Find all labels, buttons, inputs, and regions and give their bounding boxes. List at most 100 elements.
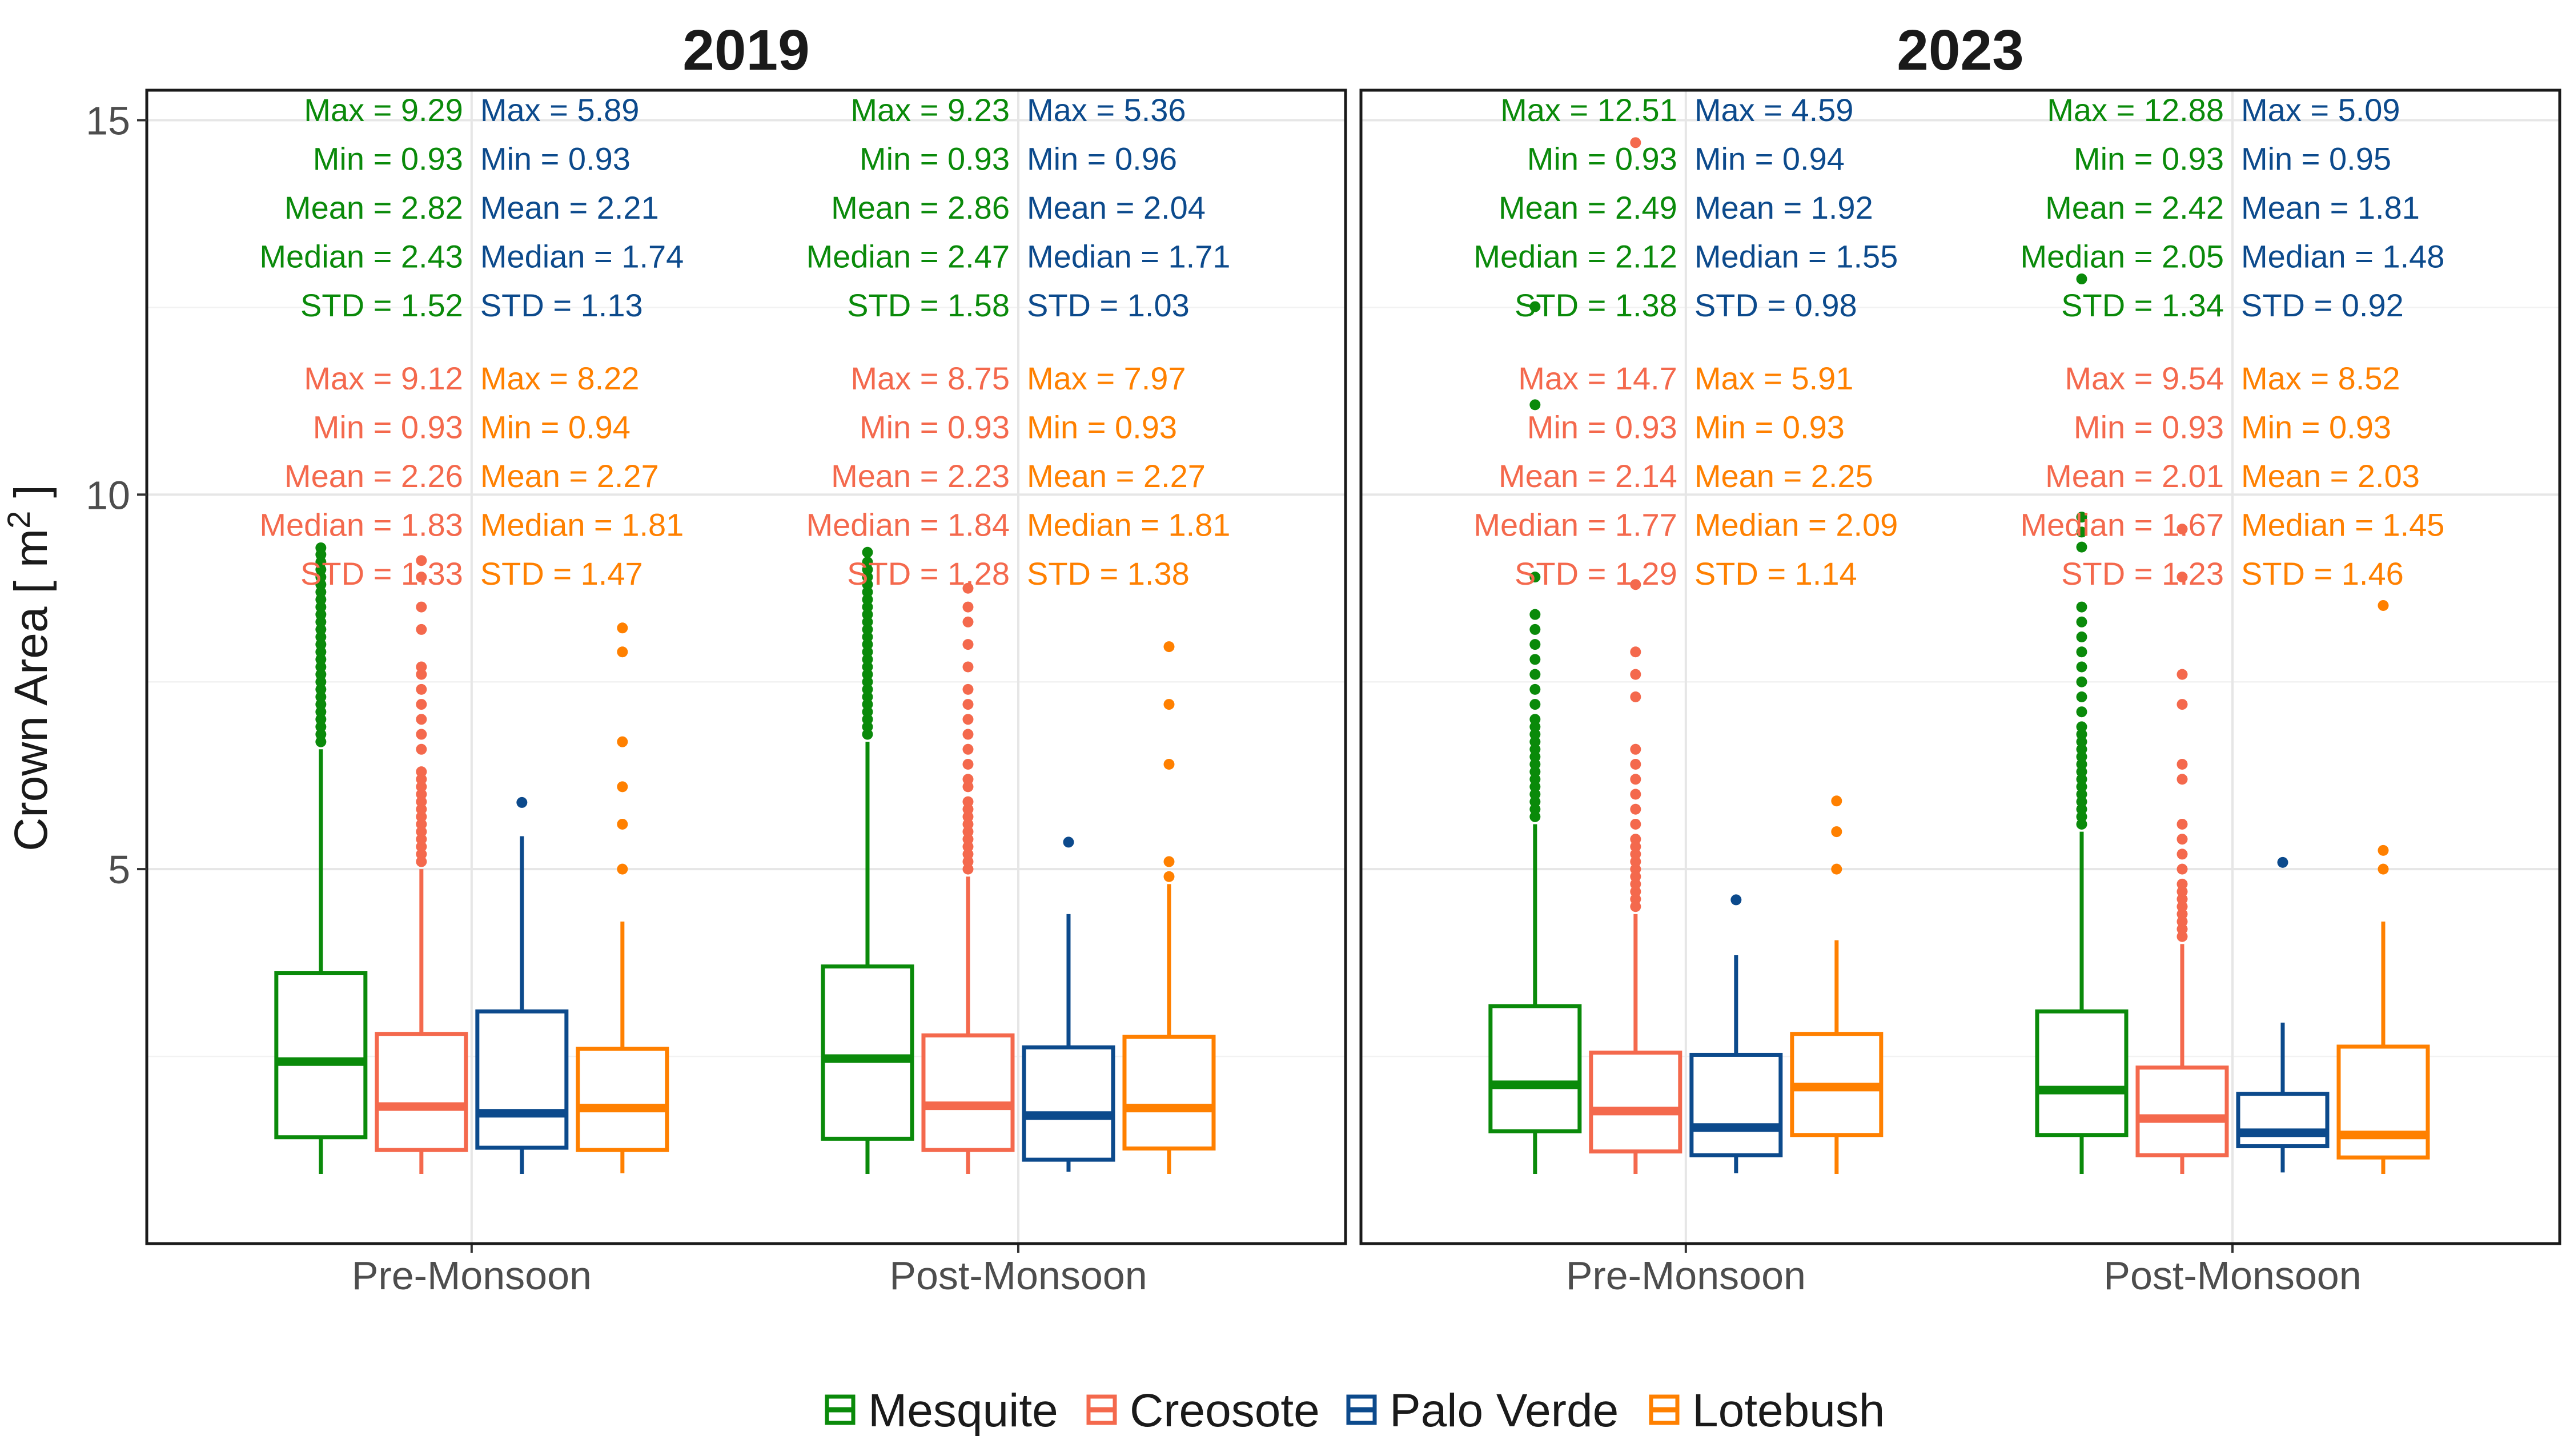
outlier-point <box>862 586 873 598</box>
legend-key-palo-verde: Palo Verde <box>1346 1385 1619 1437</box>
outlier-point <box>416 699 427 710</box>
stat-label-mean: Mean = 2.27 <box>480 458 659 494</box>
stat-label-min: Min = 0.93 <box>2074 409 2224 445</box>
stat-label-min: Min = 0.93 <box>1027 409 1177 445</box>
stat-label-max: Max = 7.97 <box>1027 360 1186 396</box>
outlier-point <box>416 789 427 800</box>
outlier-point <box>862 654 873 665</box>
outlier-point <box>1529 781 1541 793</box>
stat-label-mean: Mean = 2.21 <box>480 190 659 226</box>
box-lotebush <box>1122 641 1216 1175</box>
outlier-point <box>416 826 427 838</box>
outlier-point <box>315 624 327 635</box>
outlier-point <box>1831 795 1842 807</box>
stat-label-max: Max = 8.22 <box>480 360 640 396</box>
stat-label-std: STD = 1.33 <box>300 556 463 592</box>
outlier-point <box>1630 878 1641 890</box>
outlier-point <box>862 601 873 613</box>
outlier-point <box>2076 541 2087 553</box>
outlier-point <box>1529 714 1541 725</box>
outlier-point <box>1630 743 1641 755</box>
outlier-point <box>862 699 873 710</box>
outlier-point <box>315 616 327 628</box>
stat-label-min: Min = 0.94 <box>1694 141 1845 177</box>
box-creosote <box>921 582 1015 1175</box>
outlier-point <box>2076 789 2087 800</box>
outlier-point <box>1529 766 1541 778</box>
outlier-point <box>2177 524 2188 535</box>
outlier-point <box>416 661 427 673</box>
box-mesquite <box>274 542 368 1175</box>
outlier-point <box>862 546 873 558</box>
outlier-point <box>1529 609 1541 620</box>
outlier-point <box>2076 646 2087 658</box>
outlier-point <box>1730 894 1742 906</box>
outlier-point <box>1630 789 1641 800</box>
outlier-point <box>1529 669 1541 680</box>
outlier-point <box>1630 894 1641 905</box>
outlier-point <box>617 818 628 830</box>
iqr-box <box>375 1032 468 1152</box>
outlier-point <box>1063 836 1074 848</box>
outlier-point <box>416 781 427 793</box>
stat-label-std: STD = 1.38 <box>1515 287 1677 323</box>
outlier-point <box>2076 512 2087 523</box>
outlier-point <box>416 766 427 778</box>
legend-key-creosote: Creosote <box>1086 1385 1320 1437</box>
outlier-point <box>1831 863 1842 875</box>
outlier-point <box>1630 863 1641 875</box>
iqr-box <box>821 964 914 1141</box>
outlier-point <box>862 579 873 590</box>
outlier-point <box>315 579 327 590</box>
iqr-box <box>1488 1004 1582 1133</box>
outlier-point <box>862 661 873 673</box>
outlier-point <box>2177 878 2188 890</box>
outlier-point <box>1630 886 1641 898</box>
outlier-point <box>1529 774 1541 785</box>
stat-label-median: Median = 1.77 <box>1473 507 1677 543</box>
legend-key-lotebush: Lotebush <box>1649 1385 1885 1437</box>
stat-label-median: Median = 1.74 <box>480 239 684 275</box>
stat-label-std: STD = 1.03 <box>1027 287 1190 323</box>
iqr-box <box>1122 1035 1216 1151</box>
stat-label-min: Min = 0.93 <box>860 409 1010 445</box>
stat-label-max: Max = 9.54 <box>2065 360 2224 396</box>
outlier-point <box>962 639 974 650</box>
legend-label: Creosote <box>1130 1385 1320 1437</box>
outlier-point <box>315 683 327 695</box>
stat-label-min: Min = 0.95 <box>2241 141 2391 177</box>
outlier-point <box>2076 736 2087 747</box>
stat-label-median: Median = 2.47 <box>806 239 1009 275</box>
outlier-point <box>962 729 974 740</box>
outlier-point <box>1529 721 1541 733</box>
outlier-point <box>1630 848 1641 860</box>
outlier-point <box>1630 871 1641 882</box>
outlier-point <box>315 542 327 553</box>
outlier-point <box>962 774 974 785</box>
outlier-point <box>1529 751 1541 762</box>
stat-label-mean: Mean = 2.25 <box>1694 458 1873 494</box>
outlier-point <box>315 669 327 680</box>
y-tick-label: 5 <box>108 847 130 892</box>
stat-label-mean: Mean = 2.42 <box>2045 190 2224 226</box>
stat-label-std: STD = 1.46 <box>2241 556 2404 592</box>
outlier-point <box>1529 729 1541 740</box>
stat-label-mean: Mean = 2.82 <box>284 190 463 226</box>
box-mesquite <box>2035 273 2129 1175</box>
outlier-point <box>416 601 427 613</box>
outlier-point <box>2177 886 2188 898</box>
iqr-box <box>576 1047 669 1152</box>
stat-label-min: Min = 0.93 <box>313 141 463 177</box>
outlier-point <box>2076 526 2087 538</box>
outlier-point <box>2076 811 2087 822</box>
stat-label-mean: Mean = 2.26 <box>284 458 463 494</box>
outlier-point <box>1630 137 1641 148</box>
outlier-point <box>2076 632 2087 643</box>
outlier-point <box>1630 818 1641 830</box>
outlier-point <box>2378 600 2389 611</box>
outlier-point <box>2177 901 2188 912</box>
stat-label-max: Max = 5.91 <box>1694 360 1854 396</box>
stat-label-median: Median = 1.83 <box>259 507 463 543</box>
outlier-point <box>315 661 327 673</box>
outlier-point <box>2177 759 2188 770</box>
